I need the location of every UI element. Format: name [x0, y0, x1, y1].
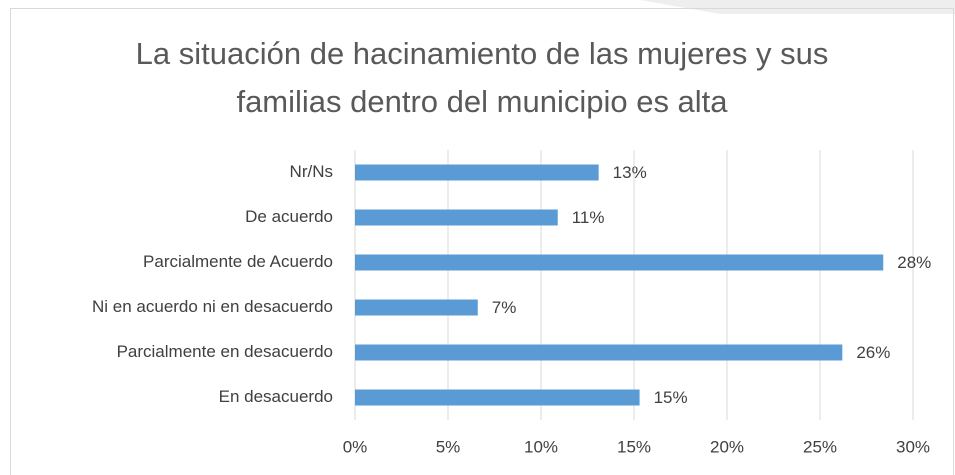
y-tick-label: Nr/Ns — [290, 162, 333, 181]
y-tick-label: En desacuerdo — [219, 387, 333, 406]
y-tick-label: Parcialmente de Acuerdo — [143, 252, 333, 271]
x-tick-label: 25% — [803, 437, 837, 456]
data-label: 13% — [613, 163, 647, 182]
x-tick-label: 10% — [524, 437, 558, 456]
chart-title: La situación de hacinamiento de las muje… — [135, 36, 829, 119]
corner-shade — [640, 0, 955, 14]
data-label: 26% — [856, 343, 890, 362]
x-tick-label: 15% — [617, 437, 651, 456]
bar — [355, 299, 478, 316]
y-tick-label: Ni en acuerdo ni en desacuerdo — [92, 297, 333, 316]
bar — [355, 344, 843, 361]
bar — [355, 389, 640, 406]
data-label: 7% — [492, 298, 517, 317]
chart-frame — [10, 8, 954, 475]
x-tick-label: 0% — [343, 437, 368, 456]
x-tick-label: 30% — [896, 437, 930, 456]
data-label: 28% — [897, 253, 931, 272]
x-tick-label: 20% — [710, 437, 744, 456]
data-label: 11% — [572, 208, 605, 227]
data-label: 15% — [654, 388, 688, 407]
y-tick-label: Parcialmente en desacuerdo — [117, 342, 333, 361]
bar — [355, 164, 599, 181]
y-tick-label: De acuerdo — [245, 207, 333, 226]
bar — [355, 209, 558, 226]
x-tick-label: 5% — [436, 437, 461, 456]
bar — [355, 254, 884, 271]
